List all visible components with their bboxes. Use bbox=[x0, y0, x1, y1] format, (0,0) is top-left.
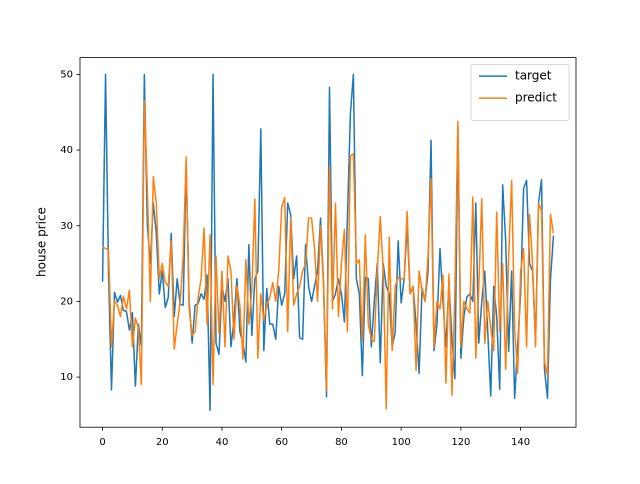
y-axis-label: house price bbox=[35, 207, 49, 277]
y-tick-label: 20 bbox=[60, 296, 73, 307]
legend-label: predict bbox=[515, 91, 557, 105]
x-tick-label: 80 bbox=[335, 437, 348, 448]
legend-box bbox=[470, 64, 570, 121]
y-tick-label: 10 bbox=[60, 372, 73, 383]
x-tick-label: 100 bbox=[392, 437, 411, 448]
x-tick-label: 140 bbox=[511, 437, 530, 448]
x-tick-label: 120 bbox=[451, 437, 470, 448]
y-tick-label: 40 bbox=[60, 145, 73, 156]
series-line bbox=[102, 100, 555, 410]
x-tick-label: 0 bbox=[99, 437, 105, 448]
x-tick-label: 40 bbox=[216, 437, 229, 448]
legend-label: target bbox=[515, 69, 552, 83]
y-tick-label: 30 bbox=[60, 221, 73, 232]
x-tick-label: 20 bbox=[156, 437, 169, 448]
plot-frame bbox=[79, 57, 577, 428]
x-tick-label: 60 bbox=[275, 437, 288, 448]
y-tick-label: 50 bbox=[60, 69, 73, 80]
